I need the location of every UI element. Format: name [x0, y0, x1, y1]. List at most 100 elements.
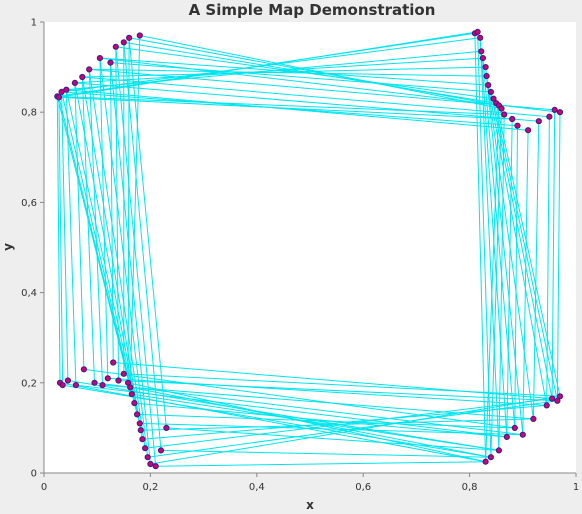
- data-point: [478, 48, 485, 55]
- x-axis-label: x: [306, 498, 314, 512]
- connection-line: [82, 66, 486, 78]
- y-tick-label: 0,8: [21, 108, 37, 119]
- connection-line: [81, 76, 143, 440]
- connection-lines: [56, 31, 561, 467]
- data-point: [495, 447, 502, 454]
- connection-line: [522, 130, 529, 435]
- connection-line: [88, 69, 103, 386]
- connection-line: [139, 35, 502, 110]
- data-point: [535, 118, 542, 125]
- data-point: [474, 28, 481, 35]
- y-tick-label: 0,2: [21, 378, 37, 389]
- connection-line: [65, 89, 141, 424]
- connection-line: [556, 112, 561, 401]
- data-point: [126, 34, 133, 41]
- connection-line: [66, 89, 529, 131]
- connection-line: [482, 58, 516, 428]
- data-point: [142, 445, 149, 452]
- connection-line: [485, 67, 524, 435]
- data-point: [554, 397, 561, 404]
- data-point: [128, 391, 135, 398]
- data-point: [157, 447, 165, 454]
- data-point: [482, 64, 489, 71]
- connection-line: [56, 96, 61, 383]
- data-point: [490, 95, 497, 102]
- x-tick-label: 1: [573, 482, 579, 493]
- connection-line: [474, 33, 487, 462]
- connection-line: [490, 91, 553, 399]
- data-point: [107, 59, 114, 66]
- x-tick-label: 0,2: [142, 482, 158, 493]
- connection-line: [83, 368, 515, 429]
- connection-line: [61, 91, 69, 381]
- connection-line: [495, 103, 561, 397]
- data-point: [72, 382, 80, 389]
- connection-line: [82, 76, 550, 118]
- data-point: [127, 384, 134, 391]
- connection-line: [147, 400, 558, 458]
- data-point: [525, 127, 532, 134]
- connection-line: [118, 380, 558, 402]
- connection-line: [127, 382, 486, 463]
- connection-line: [123, 373, 561, 397]
- x-tick-label: 0,4: [249, 482, 265, 493]
- connection-line: [131, 393, 499, 451]
- connection-line: [155, 461, 486, 467]
- data-point: [543, 402, 550, 409]
- connection-line: [74, 82, 85, 370]
- connection-line: [485, 105, 500, 462]
- connection-line: [137, 413, 515, 429]
- data-point: [55, 94, 63, 101]
- connection-line: [551, 109, 556, 399]
- connection-line: [506, 118, 513, 437]
- data-point: [96, 55, 104, 62]
- data-point: [556, 393, 564, 400]
- data-point: [120, 370, 127, 377]
- data-point: [483, 73, 490, 80]
- data-point: [91, 379, 98, 386]
- data-point: [59, 382, 66, 389]
- axis-ticks: 0 0,2 0,4 0,6 0,8 1 0 0,2 0,4 0,6 0,8 1: [21, 18, 579, 494]
- connection-line: [479, 37, 500, 451]
- data-point: [80, 366, 88, 373]
- data-point: [99, 382, 106, 389]
- connection-line: [546, 116, 550, 406]
- connection-line: [123, 42, 162, 451]
- connection-line: [81, 76, 95, 383]
- data-point: [163, 424, 170, 431]
- data-point: [511, 424, 518, 431]
- connection-line: [115, 46, 494, 100]
- data-point: [139, 436, 146, 443]
- y-tick-label: 0,6: [21, 198, 37, 209]
- data-point: [104, 375, 111, 382]
- y-tick-label: 1: [31, 18, 37, 29]
- data-point: [519, 431, 526, 438]
- x-tick-label: 0: [41, 482, 47, 493]
- y-tick-label: 0: [31, 469, 37, 480]
- connection-line: [99, 58, 149, 458]
- connection-line: [75, 384, 507, 438]
- connection-line: [74, 82, 142, 431]
- data-point: [487, 88, 494, 96]
- connection-line: [129, 37, 499, 106]
- connection-line: [58, 97, 64, 386]
- data-point: [509, 115, 516, 123]
- chart-title: A Simple Map Demonstration: [189, 1, 436, 19]
- data-point: [147, 460, 154, 468]
- data-point: [136, 32, 143, 39]
- data-point: [136, 420, 143, 427]
- connection-line: [139, 422, 523, 436]
- connection-line: [145, 398, 553, 449]
- connection-line: [134, 402, 507, 438]
- data-point: [503, 433, 510, 440]
- connection-line: [123, 41, 497, 104]
- connection-line: [115, 46, 157, 467]
- data-point: [546, 113, 553, 120]
- connection-line: [514, 125, 518, 428]
- data-point: [63, 86, 70, 93]
- connection-line: [128, 37, 167, 428]
- connection-line: [129, 35, 141, 388]
- data-point: [71, 79, 79, 87]
- connection-line: [56, 96, 133, 395]
- connection-line: [58, 97, 135, 404]
